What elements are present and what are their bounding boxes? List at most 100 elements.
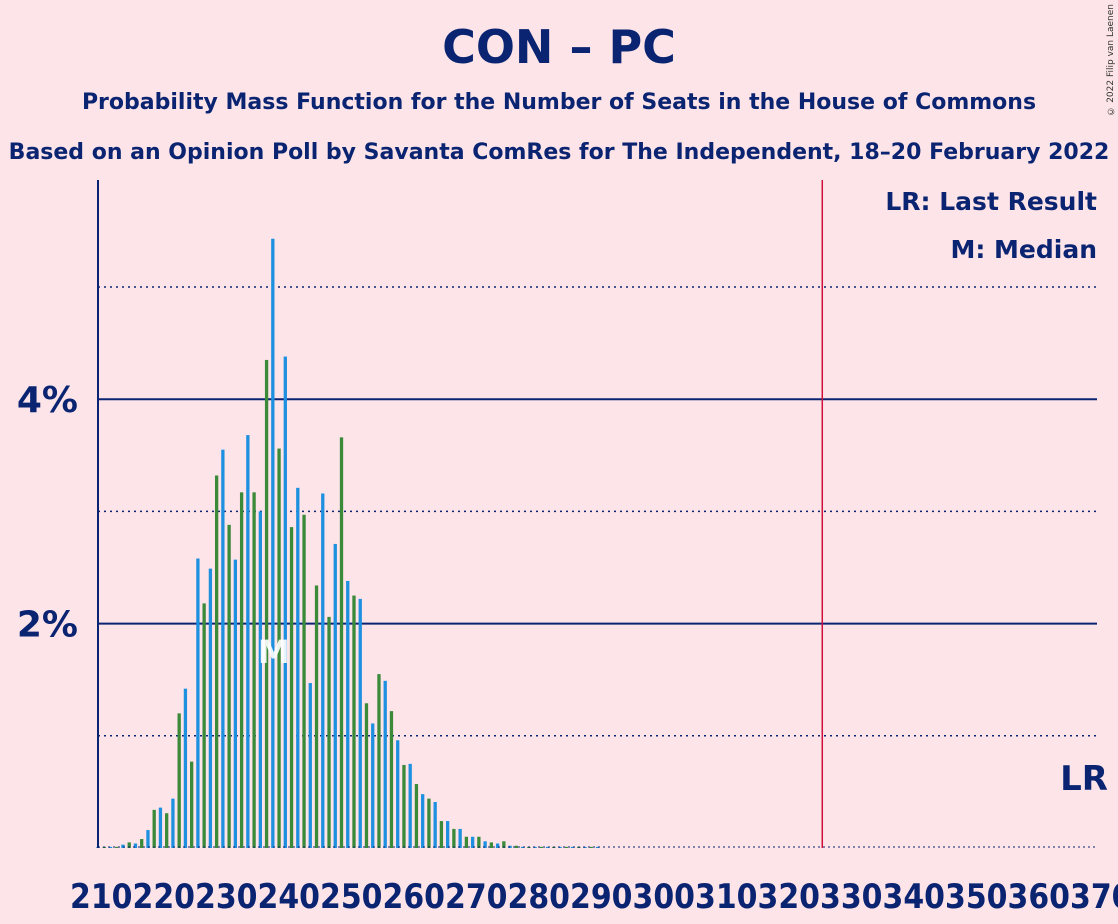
bar (221, 449, 225, 848)
bar (214, 475, 219, 848)
bar (127, 842, 131, 848)
x-tick-label: 320 (758, 877, 821, 917)
bar (289, 527, 294, 848)
bar (233, 559, 238, 848)
bar (302, 514, 306, 848)
bar (427, 798, 431, 848)
legend: LR: Last Result M: Median (885, 187, 1097, 264)
x-tick-label: 340 (883, 877, 946, 917)
bar (252, 492, 256, 848)
bar (196, 558, 200, 848)
bar (396, 740, 400, 848)
bar (377, 674, 381, 848)
bar (152, 809, 156, 848)
bar (564, 846, 568, 848)
bar (452, 828, 456, 848)
bar (458, 828, 462, 848)
bar (133, 843, 138, 848)
bar (346, 580, 350, 848)
bar (446, 821, 450, 848)
x-tick-label: 240 (258, 877, 321, 917)
bar (333, 543, 337, 848)
bar (408, 763, 412, 848)
chart-source: Based on an Opinion Poll by Savanta ComR… (8, 140, 1110, 165)
bar (558, 846, 562, 848)
x-tick-label: 270 (445, 877, 508, 917)
bar (277, 448, 281, 848)
chart-subtitle: Probability Mass Function for the Number… (81, 90, 1037, 115)
bar (464, 836, 469, 848)
bar (433, 801, 437, 848)
x-tick-label: 310 (695, 877, 758, 917)
bar (502, 841, 506, 848)
bar (246, 435, 250, 848)
bar (264, 359, 269, 848)
bar (339, 437, 344, 848)
bar (177, 713, 181, 848)
x-tick-label: 250 (320, 877, 383, 917)
grid-lines (98, 286, 1097, 737)
y-tick-label: 4% (17, 380, 78, 421)
bar (545, 846, 550, 848)
x-tick-label: 280 (508, 877, 571, 917)
bar (414, 784, 419, 848)
bar (239, 492, 244, 848)
bar (439, 821, 444, 848)
bar (352, 595, 356, 848)
x-tick-label: 370 (1070, 877, 1118, 917)
bar (595, 846, 600, 848)
bar (308, 683, 312, 848)
median-marker: M (258, 633, 290, 671)
bar (108, 846, 113, 848)
bar (314, 585, 319, 848)
y-tick-label: 2% (17, 605, 78, 646)
legend-median: M: Median (950, 235, 1097, 264)
x-tick-label: 360 (1008, 877, 1071, 917)
bar (389, 711, 394, 848)
bar (421, 794, 425, 848)
bar (358, 598, 362, 848)
bar (146, 830, 150, 848)
bar (539, 846, 543, 848)
bar (327, 616, 331, 848)
y-tick-labels: 2% 4% (17, 380, 78, 645)
x-tick-label: 210 (70, 877, 133, 917)
legend-last-result: LR: Last Result (885, 187, 1097, 216)
bar (477, 836, 481, 848)
x-tick-label: 230 (195, 877, 258, 917)
x-tick-label: 290 (570, 877, 633, 917)
bar (364, 703, 369, 848)
x-tick-labels: 210 220 230 240 250 260 270 280 290 300 310 320 330 3… (70, 877, 1118, 917)
bar (508, 845, 512, 848)
x-tick-label: 330 (820, 877, 883, 917)
bar (514, 845, 518, 848)
bar (227, 524, 231, 848)
bar (402, 764, 406, 848)
bar (140, 839, 144, 848)
chart-title: CON – PC (442, 20, 676, 74)
bar (583, 846, 587, 848)
bar (383, 680, 387, 848)
bar (570, 846, 575, 848)
bar (208, 568, 213, 848)
bar (121, 844, 125, 848)
bar (258, 511, 262, 848)
bar (115, 846, 119, 848)
bar (296, 487, 300, 848)
axes: LR (97, 180, 1108, 848)
bar (533, 846, 537, 848)
x-tick-label: 260 (383, 877, 446, 917)
bar (190, 761, 194, 848)
bar (165, 813, 169, 848)
bar (183, 688, 188, 848)
bar (158, 807, 163, 848)
bar (321, 493, 325, 848)
bar (202, 603, 206, 848)
bar (589, 846, 593, 848)
bar (271, 238, 275, 848)
bar (171, 798, 175, 848)
bar (470, 836, 475, 848)
bar (283, 356, 287, 848)
bar (489, 842, 494, 848)
